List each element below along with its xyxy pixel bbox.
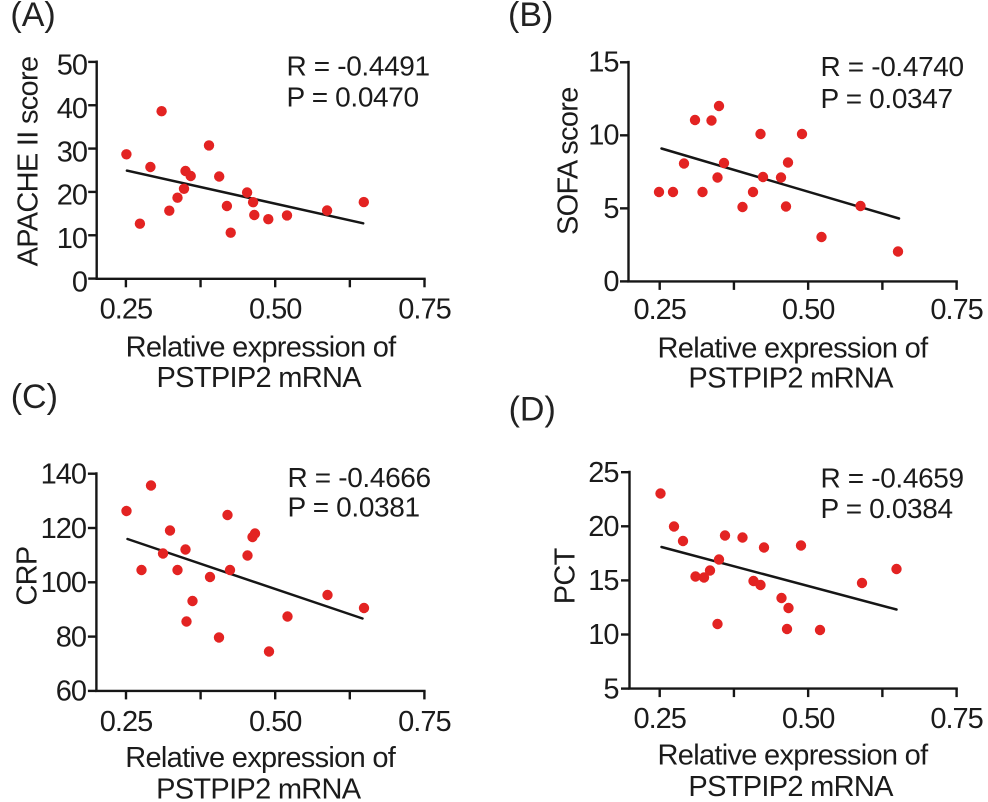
svg-text:0: 0 xyxy=(603,266,618,298)
svg-text:Relative expression of: Relative expression of xyxy=(126,332,398,364)
svg-text:PCT: PCT xyxy=(550,547,582,604)
svg-text:(C): (C) xyxy=(11,378,58,416)
svg-text:0.75: 0.75 xyxy=(930,294,982,326)
svg-text:0.25: 0.25 xyxy=(633,294,685,326)
svg-text:(B): (B) xyxy=(508,0,553,34)
svg-text:10: 10 xyxy=(57,223,87,255)
svg-text:R = -0.4666: R = -0.4666 xyxy=(288,462,431,493)
svg-text:50: 50 xyxy=(57,50,87,82)
svg-text:Relative expression of: Relative expression of xyxy=(658,333,930,365)
svg-text:PSTPIP2 mRNA: PSTPIP2 mRNA xyxy=(688,363,894,395)
svg-text:PSTPIP2 mRNA: PSTPIP2 mRNA xyxy=(157,362,363,394)
svg-text:PSTPIP2 mRNA: PSTPIP2 mRNA xyxy=(156,774,362,802)
svg-text:5: 5 xyxy=(603,193,618,225)
svg-text:0.25: 0.25 xyxy=(100,706,152,738)
svg-text:80: 80 xyxy=(56,621,86,653)
svg-text:140: 140 xyxy=(41,459,86,491)
svg-text:15: 15 xyxy=(588,47,618,79)
svg-text:P = 0.0381: P = 0.0381 xyxy=(288,491,420,522)
svg-text:Relative expression of: Relative expression of xyxy=(125,742,397,774)
svg-text:25: 25 xyxy=(588,457,618,489)
svg-text:(A): (A) xyxy=(10,0,55,34)
svg-text:0: 0 xyxy=(72,266,87,298)
svg-text:0.50: 0.50 xyxy=(782,703,834,735)
svg-text:APACHE II score: APACHE II score xyxy=(13,57,45,267)
svg-text:SOFA score: SOFA score xyxy=(553,87,585,235)
svg-text:0.25: 0.25 xyxy=(100,293,152,325)
svg-text:P = 0.0384: P = 0.0384 xyxy=(821,493,953,524)
svg-text:20: 20 xyxy=(57,180,87,212)
svg-text:R = -0.4491: R = -0.4491 xyxy=(287,51,430,82)
svg-text:60: 60 xyxy=(56,676,86,708)
svg-text:120: 120 xyxy=(41,513,86,545)
svg-text:0.50: 0.50 xyxy=(249,293,301,325)
svg-text:10: 10 xyxy=(588,619,618,651)
svg-text:P = 0.0347: P = 0.0347 xyxy=(821,83,953,114)
svg-text:15: 15 xyxy=(588,565,618,597)
svg-text:0.50: 0.50 xyxy=(782,294,834,326)
svg-text:CRP: CRP xyxy=(12,546,44,605)
svg-text:10: 10 xyxy=(588,120,618,152)
svg-text:0.25: 0.25 xyxy=(633,703,685,735)
svg-text:0.75: 0.75 xyxy=(398,706,450,738)
svg-text:20: 20 xyxy=(588,511,618,543)
svg-text:P = 0.0470: P = 0.0470 xyxy=(287,81,419,112)
svg-text:0.75: 0.75 xyxy=(930,703,982,735)
svg-text:PSTPIP2 mRNA: PSTPIP2 mRNA xyxy=(688,771,894,802)
svg-text:0.75: 0.75 xyxy=(398,293,450,325)
svg-text:30: 30 xyxy=(57,136,87,168)
svg-text:Relative expression of: Relative expression of xyxy=(658,740,930,772)
svg-text:5: 5 xyxy=(603,673,618,705)
svg-text:40: 40 xyxy=(57,93,87,125)
svg-text:R = -0.4659: R = -0.4659 xyxy=(821,463,964,494)
svg-text:100: 100 xyxy=(41,567,86,599)
svg-text:(D): (D) xyxy=(509,390,556,428)
svg-text:R = -0.4740: R = -0.4740 xyxy=(821,51,964,82)
svg-text:0.50: 0.50 xyxy=(249,706,301,738)
